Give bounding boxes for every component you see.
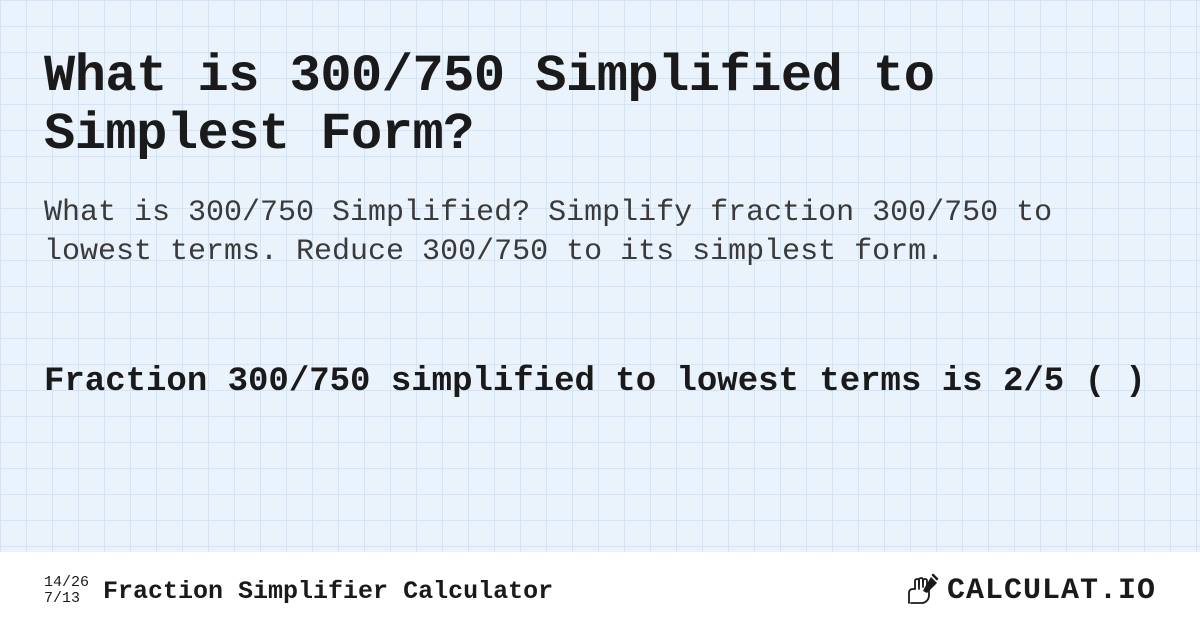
page-heading: What is 300/750 Simplified to Simplest F… [44,48,1156,164]
hand-pencil-icon [901,571,941,611]
brand: CALCULAT.IO [901,571,1156,611]
page-description: What is 300/750 Simplified? Simplify fra… [44,194,1156,271]
footer: 14/26 7/13 Fraction Simplifier Calculato… [0,552,1200,630]
fraction-icon-bottom: 7/13 [44,591,89,608]
footer-left: 14/26 7/13 Fraction Simplifier Calculato… [44,575,553,608]
main-content: What is 300/750 Simplified to Simplest F… [0,0,1200,405]
brand-text: CALCULAT.IO [947,574,1156,608]
fraction-icon: 14/26 7/13 [44,575,89,608]
result-text: Fraction 300/750 simplified to lowest te… [44,361,1156,405]
fraction-icon-top: 14/26 [44,575,89,592]
footer-title: Fraction Simplifier Calculator [103,577,553,606]
